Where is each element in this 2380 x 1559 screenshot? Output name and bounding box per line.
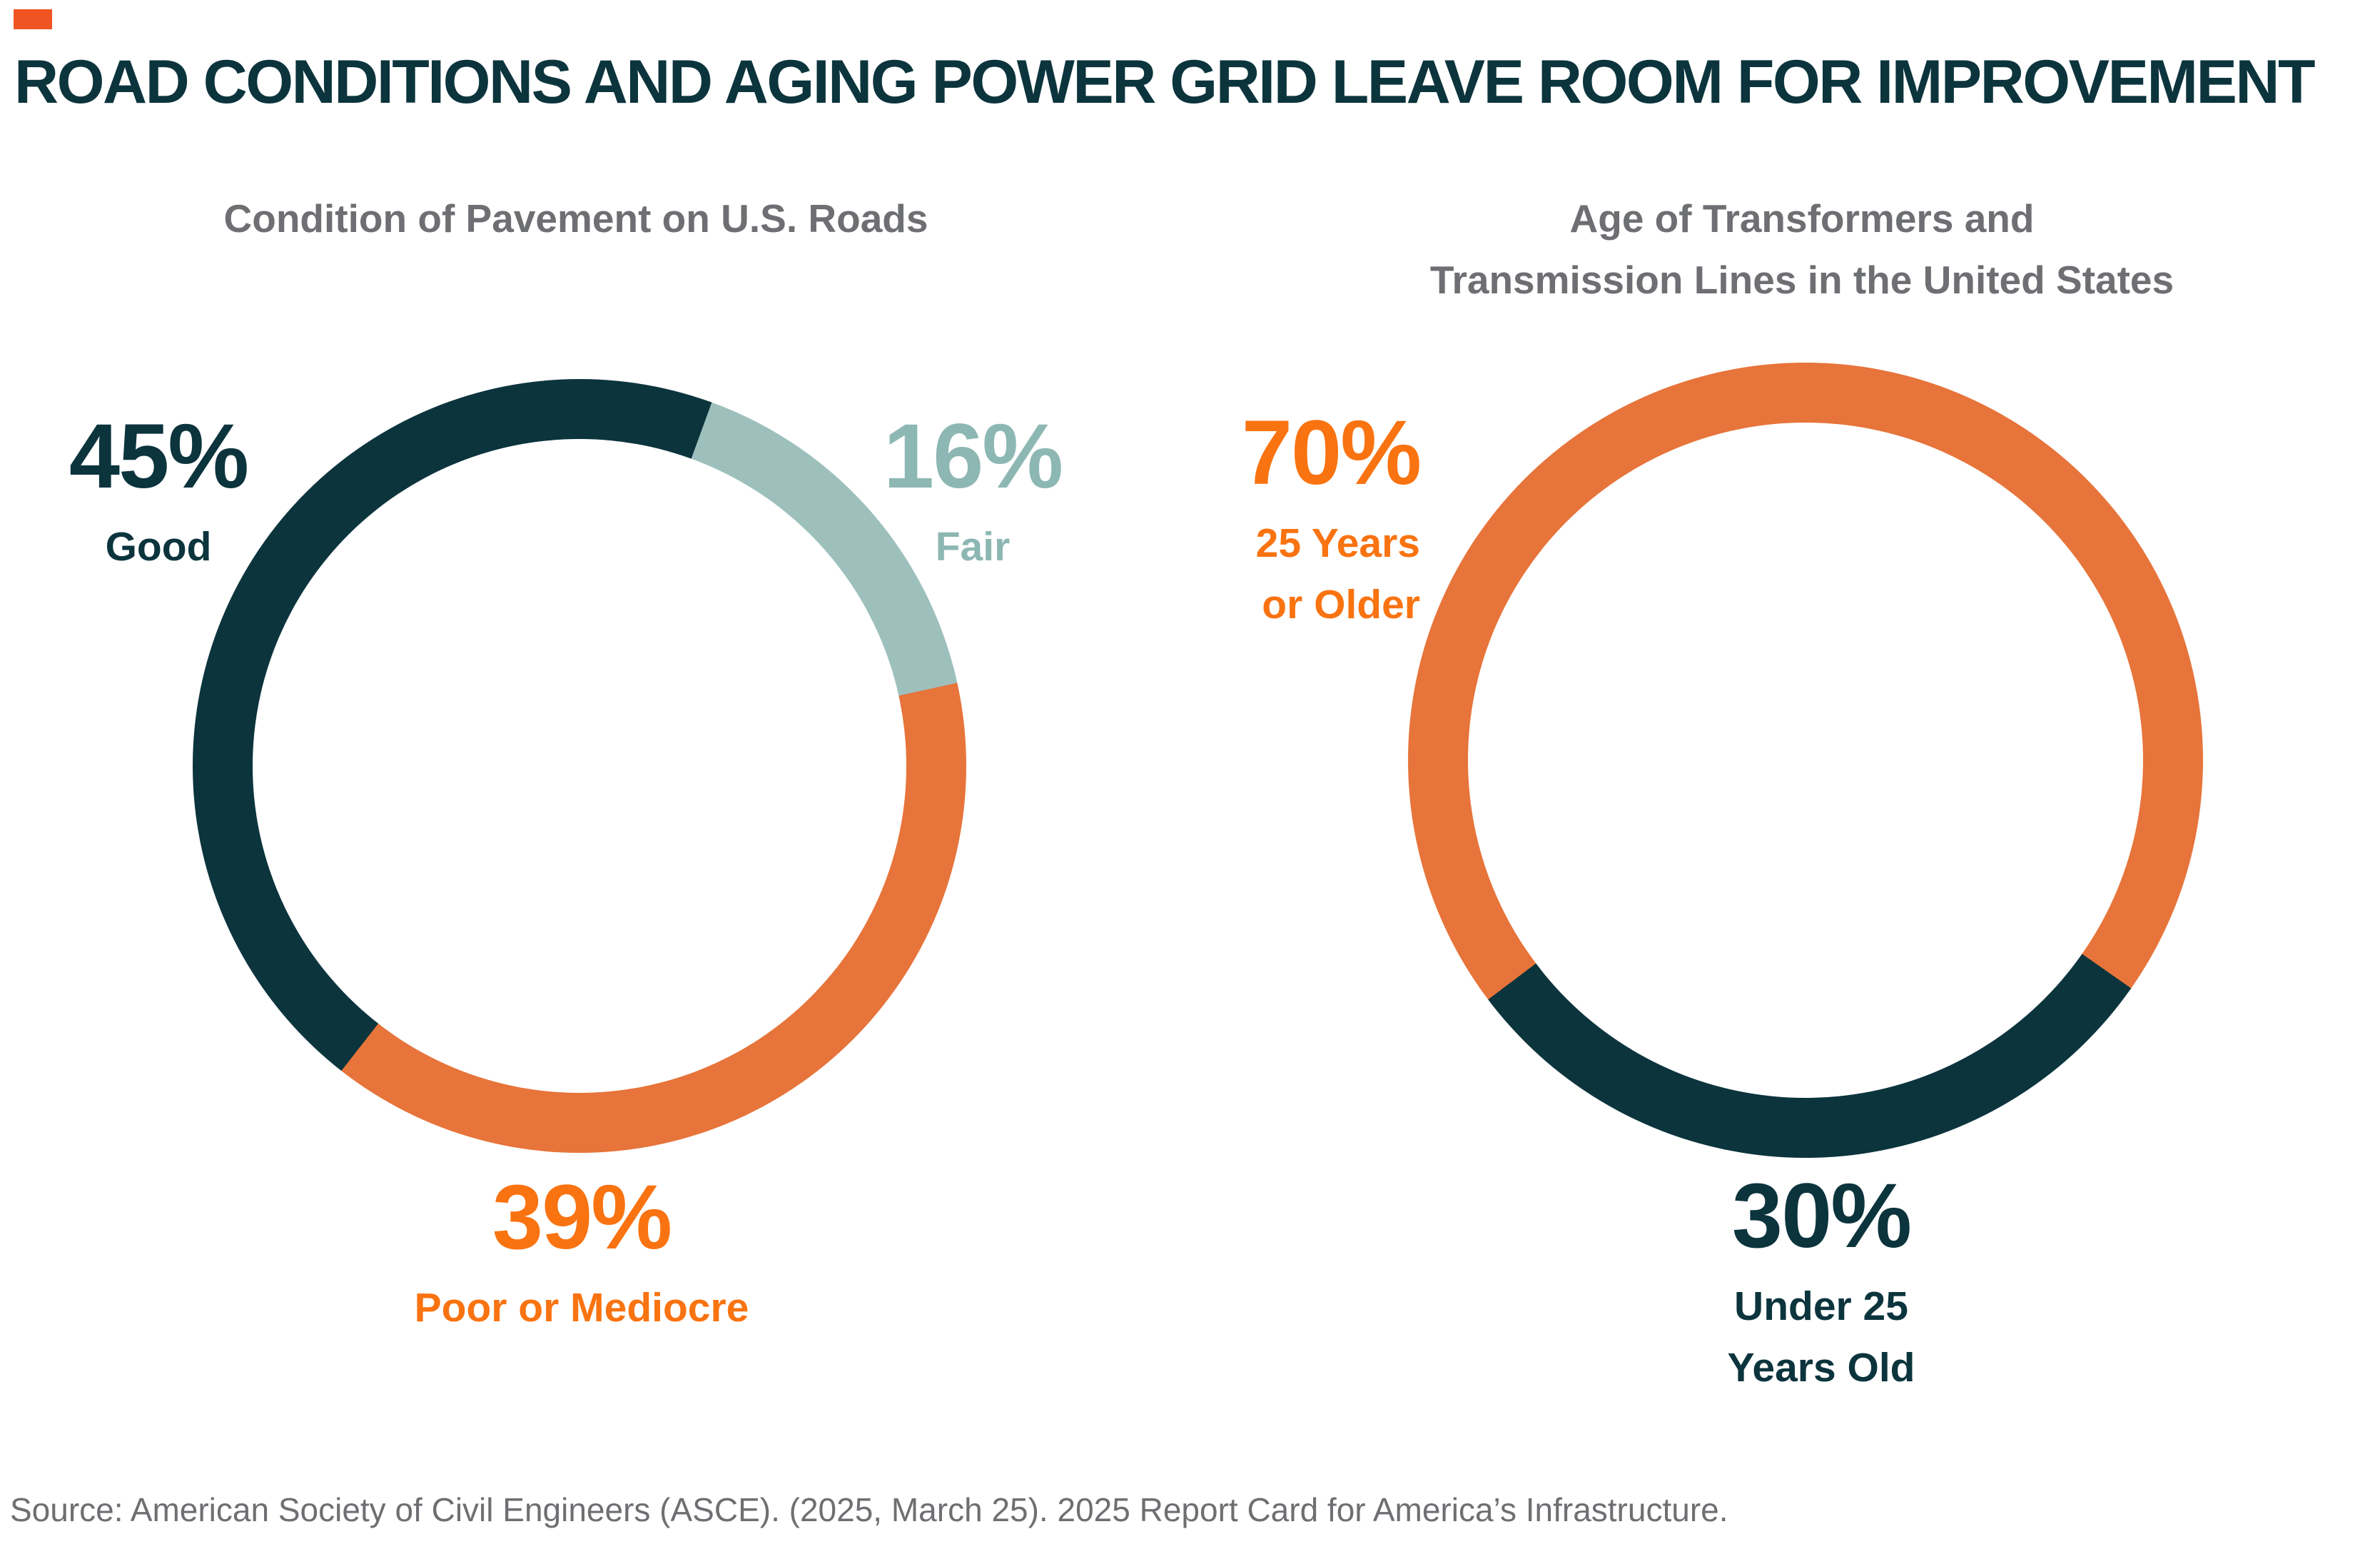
callout-value: 45%	[69, 405, 249, 508]
callout-poor-or-mediocre: 39% Poor or Mediocre	[403, 1172, 760, 1339]
callout-value: 39%	[492, 1166, 672, 1268]
callout-good: 45% Good	[44, 411, 273, 578]
callout-under-25-years-old: 30% Under 25 Years Old	[1643, 1171, 2000, 1398]
chart-title-pavement: Condition of Pavement on U.S. Roads	[187, 188, 965, 250]
donut-chart-pavement	[193, 379, 966, 1153]
callout-label-line: Under 25	[1734, 1283, 1908, 1329]
page-title: ROAD CONDITIONS AND AGING POWER GRID LEA…	[14, 48, 2316, 116]
callout-value: 70%	[1241, 402, 1422, 504]
callout-25-years-or-older: 70% 25 Years or Older	[1170, 402, 1422, 635]
callout-value: 16%	[883, 405, 1063, 508]
callout-label: Fair	[935, 524, 1011, 570]
source-citation: Source: American Society of Civil Engine…	[10, 1491, 1728, 1528]
brand-accent-square	[14, 9, 52, 29]
callout-fair: 16% Fair	[859, 411, 1087, 578]
callout-label-line: or Older	[1262, 581, 1420, 627]
donut-hole	[253, 439, 906, 1093]
callout-label: Under 25 Years Old	[1643, 1276, 2000, 1398]
callout-label: 25 Years or Older	[1170, 513, 1420, 635]
donut-chart-power-grid	[1408, 363, 2203, 1158]
chart-title-power-grid: Age of Transformers and Transmission Lin…	[1377, 188, 2227, 311]
callout-label: Poor or Mediocre	[414, 1285, 749, 1331]
callout-label-line: Years Old	[1727, 1344, 1915, 1391]
chart-title-line: Transmission Lines in the United States	[1429, 257, 2174, 302]
donut-hole	[1468, 423, 2143, 1098]
callout-value: 30%	[1731, 1165, 1912, 1267]
chart-title-line: Age of Transformers and	[1569, 196, 2035, 241]
chart-title-line: Condition of Pavement on U.S. Roads	[223, 196, 928, 241]
callout-label-line: 25 Years	[1255, 520, 1420, 566]
callout-label: Good	[105, 524, 212, 570]
